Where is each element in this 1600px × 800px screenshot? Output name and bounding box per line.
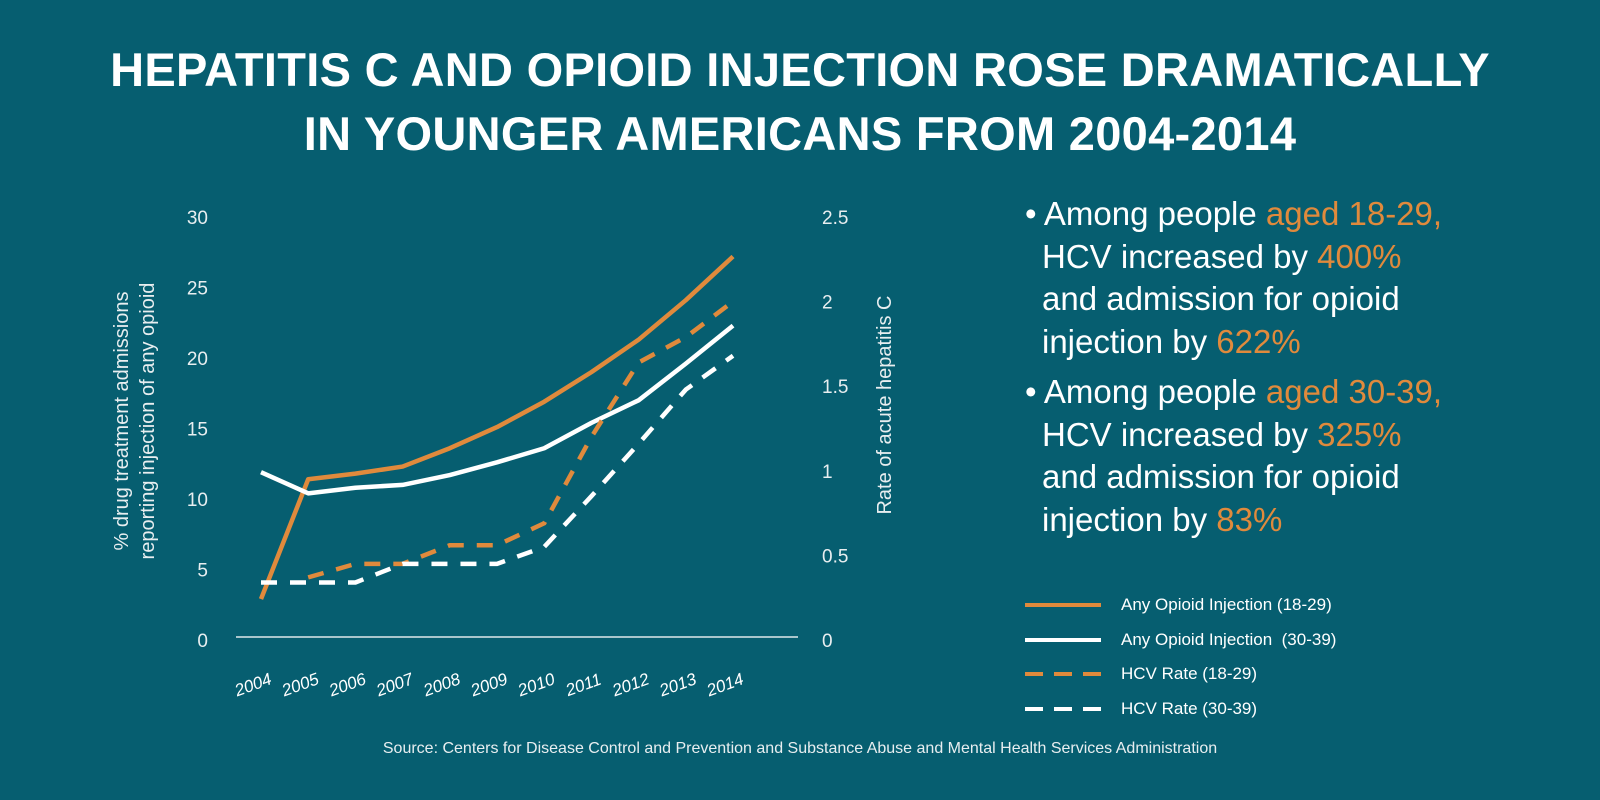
legend-swatch — [1025, 637, 1101, 642]
legend-item: HCV Rate (18-29) — [1025, 657, 1336, 692]
legend-swatch — [1025, 672, 1101, 677]
legend-item: Any Opioid Injection (30-39) — [1025, 623, 1336, 658]
x-tick-label: 2009 — [467, 669, 510, 700]
left-tick-label: 0 — [197, 631, 208, 652]
right-tick-label: 1 — [822, 462, 833, 483]
right-axis-label: Rate of acute hepatitis C — [874, 295, 896, 515]
series-line-3 — [307, 299, 735, 580]
title-line-2: IN YOUNGER AMERICANS FROM 2004-2014 — [303, 107, 1297, 160]
left-tick-label: 5 — [197, 561, 208, 582]
chart-title: HEPATITIS C AND OPIOID INJECTION ROSE DR… — [0, 38, 1600, 166]
x-tick-label: 2014 — [703, 669, 746, 700]
x-tick-label: 2008 — [420, 669, 463, 700]
x-tick-label: 2005 — [278, 669, 321, 700]
right-tick-label: 1.5 — [822, 377, 848, 398]
legend-item: HCV Rate (30-39) — [1025, 692, 1336, 727]
legend-label: HCV Rate (30-39) — [1121, 698, 1258, 718]
legend-item: Any Opioid Injection (18-29) — [1025, 588, 1336, 623]
source-note: Source: Centers for Disease Control and … — [382, 740, 1218, 757]
left-axis-label: % drug treatment admissions reporting in… — [109, 251, 161, 591]
left-axis-label-line-1: % drug treatment admissions — [111, 291, 133, 551]
right-tick-label: 2.5 — [822, 208, 848, 229]
series-line-2 — [260, 323, 735, 496]
legend: Any Opioid Injection (18-29) Any Opioid I… — [1025, 588, 1336, 726]
finding-18-29: • Among people aged 18-29, HCV increased… — [1025, 195, 1443, 360]
legend-label: Any Opioid Injection (30-39) — [1121, 629, 1337, 649]
finding-30-39: • Among people aged 30-39, HCV increased… — [1025, 373, 1443, 538]
right-tick-label: 0 — [822, 631, 833, 652]
left-tick-label: 10 — [187, 490, 208, 511]
right-tick-label: 2 — [822, 293, 833, 314]
x-tick-label: 2006 — [326, 669, 369, 700]
right-tick-label: 0.5 — [822, 546, 848, 567]
left-tick-label: 30 — [187, 208, 208, 229]
x-tick-label: 2013 — [656, 669, 699, 700]
x-tick-label: 2010 — [514, 669, 557, 700]
left-tick-label: 20 — [187, 349, 208, 370]
x-tick-label: 2011 — [562, 670, 604, 701]
x-tick-label: 2004 — [231, 669, 274, 700]
legend-label: Any Opioid Injection (18-29) — [1121, 595, 1332, 615]
legend-swatch — [1025, 706, 1101, 711]
x-tick-label: 2012 — [609, 669, 652, 700]
left-tick-label: 25 — [187, 279, 208, 300]
left-tick-label: 15 — [187, 420, 208, 441]
key-findings: • Among people aged 18-29, HCV increased… — [1025, 193, 1585, 549]
title-line-1: HEPATITIS C AND OPIOID INJECTION ROSE DR… — [110, 43, 1490, 96]
legend-label: HCV Rate (18-29) — [1121, 664, 1258, 684]
series-line-1 — [258, 254, 735, 600]
legend-swatch — [1025, 603, 1101, 608]
x-tick-label: 2007 — [373, 669, 416, 700]
left-axis-label-line-2: reporting injection of any opioid — [137, 282, 159, 560]
series-line-4 — [261, 353, 735, 585]
